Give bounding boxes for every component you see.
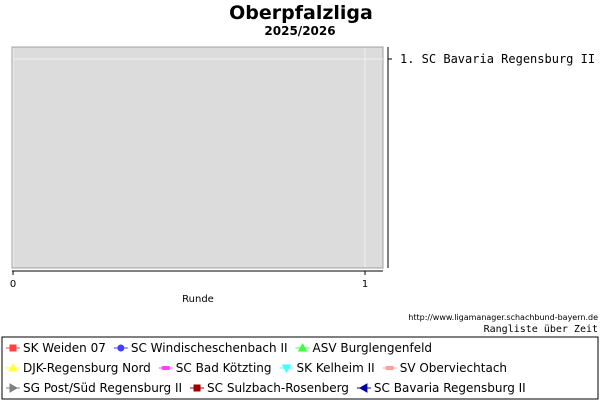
legend-marker — [281, 364, 292, 374]
legend-marker — [297, 342, 308, 352]
legend-box — [1, 336, 599, 400]
legend-item: DJK-Regensburg Nord — [6, 361, 151, 375]
x-tick-label: 1 — [362, 279, 368, 290]
legend-marker — [8, 362, 18, 372]
x-axis-label: Runde — [182, 294, 214, 305]
legend-item: SC Bad Kötzting — [158, 361, 272, 375]
legend-item: SK Weiden 07 — [6, 341, 106, 355]
legend: SK Weiden 07 SC Windischeschenbach II ASV … — [6, 341, 526, 395]
legend-marker — [385, 366, 394, 370]
legend-label: SC Bad Kötzting — [176, 361, 272, 375]
x-tick-label: 0 — [10, 279, 16, 290]
legend-label: SC Bavaria Regensburg II — [374, 381, 526, 395]
ranking-label: 1. SC Bavaria Regensburg II — [400, 52, 595, 66]
legend-marker — [358, 383, 368, 393]
legend-item: SG Post/Süd Regensburg II — [6, 381, 182, 395]
legend-marker — [117, 344, 125, 352]
footer-text: Rangliste über Zeit — [484, 324, 598, 335]
source-url: http://www.ligamanager.schachbund-bayern… — [408, 313, 598, 322]
legend-item: ASV Burglengenfeld — [295, 341, 433, 355]
legend-item: SC Windischeschenbach II — [113, 341, 288, 355]
plot-area — [11, 46, 384, 269]
legend-label: SK Weiden 07 — [23, 341, 106, 355]
ranking-labels: 1. SC Bavaria Regensburg II — [388, 52, 595, 66]
legend-label: SG Post/Süd Regensburg II — [23, 381, 182, 395]
legend-marker — [9, 383, 19, 393]
legend-item: SC Bavaria Regensburg II — [356, 381, 526, 395]
legend-label: SC Windischeschenbach II — [131, 341, 288, 355]
legend-item: SC Sulzbach-Rosenberg — [190, 381, 349, 395]
legend-label: SV Oberviechtach — [400, 361, 507, 375]
legend-label: SK Kelheim II — [297, 361, 375, 375]
legend-label: SC Sulzbach-Rosenberg — [207, 381, 349, 395]
legend-label: ASV Burglengenfeld — [313, 341, 433, 355]
legend-marker — [193, 384, 201, 392]
legend-label: DJK-Regensburg Nord — [23, 361, 151, 375]
chart-title: Oberpfalzliga — [229, 2, 373, 24]
legend-marker — [161, 366, 170, 370]
legend-item: SV Oberviechtach — [382, 361, 507, 375]
legend-item: SK Kelheim II — [279, 361, 375, 375]
grid — [12, 48, 383, 267]
legend-marker — [9, 344, 17, 352]
chart-subtitle: 2025/2026 — [264, 24, 335, 38]
